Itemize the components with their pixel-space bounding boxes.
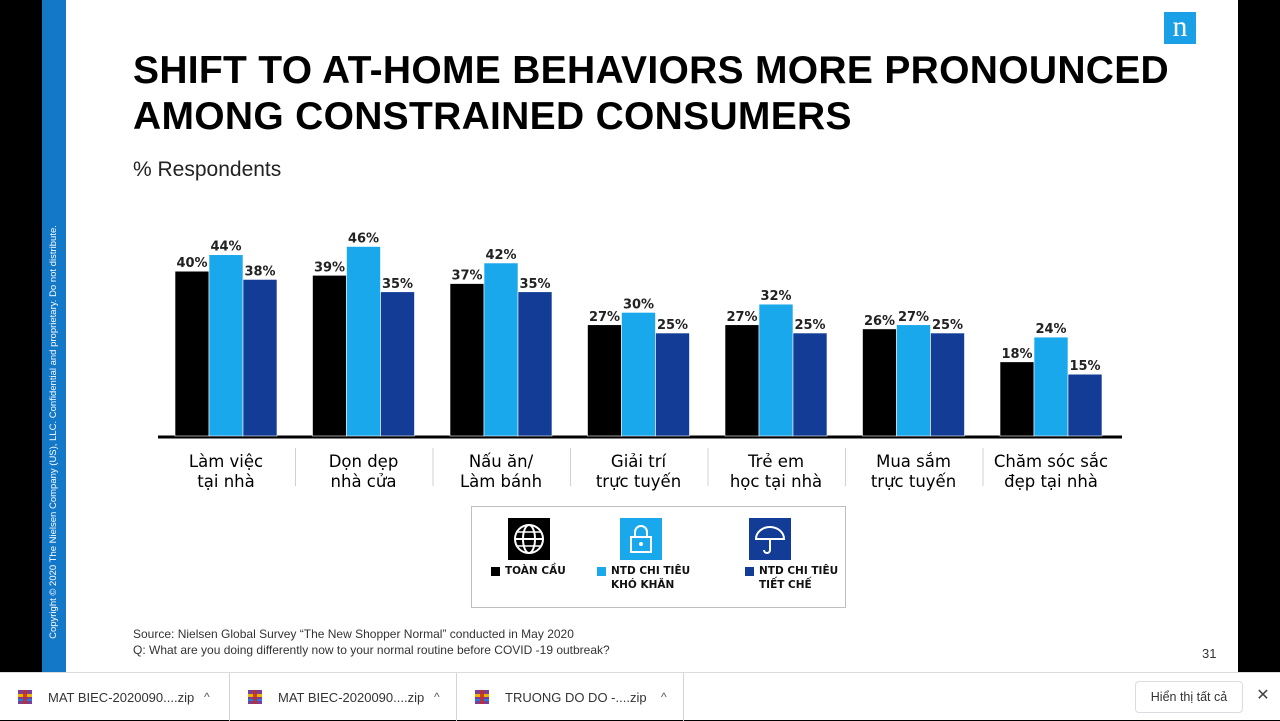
question-line: Q: What are you doing differently now to…: [133, 643, 610, 657]
chart-subtitle: % Respondents: [133, 158, 282, 181]
chart-legend: TOÀN CẦU NTD CHI TIÊU KHÓ KHĂN NTD CHI T…: [471, 506, 846, 608]
data-label: 40%: [176, 256, 207, 271]
download-filename: TRUONG DO DO -....zip: [505, 689, 647, 705]
data-label: 27%: [589, 310, 620, 325]
show-all-button[interactable]: Hiển thị tất cả: [1135, 681, 1243, 713]
bar: [346, 246, 381, 437]
page-number: 31: [1202, 646, 1217, 661]
data-label: 24%: [1035, 322, 1066, 337]
bar: [896, 324, 931, 437]
data-label: 35%: [382, 277, 413, 292]
slide-side-band: Copyright © 2020 The Nielsen Company (US…: [42, 0, 66, 672]
legend-label-constrained: NTD CHI TIÊU KHÓ KHĂN: [611, 565, 691, 591]
globe-icon: [508, 518, 550, 560]
bar: [242, 279, 278, 437]
legend-label-global: TOÀN CẦU: [505, 565, 566, 577]
legend-swatch-global: [491, 567, 500, 576]
data-label: 15%: [1069, 359, 1100, 374]
category-label: Làm việc tại nhà: [188, 452, 264, 491]
slide-title: SHIFT TO AT-HOME BEHAVIORS MORE PRONOUNC…: [133, 48, 1213, 140]
download-item[interactable]: MAT BIEC-2020090....zip ^: [0, 673, 230, 721]
chevron-up-icon[interactable]: ^: [661, 690, 667, 704]
download-item[interactable]: TRUONG DO DO -....zip ^: [457, 673, 684, 721]
bar: [312, 275, 347, 437]
chevron-up-icon[interactable]: ^: [434, 690, 440, 704]
data-label: 27%: [726, 310, 757, 325]
data-label: 39%: [314, 260, 345, 275]
lock-icon: [620, 518, 662, 560]
category-label: Chăm sóc sắc đẹp tại nhà: [993, 452, 1109, 491]
close-icon[interactable]: ✕: [1256, 687, 1270, 704]
bar: [1033, 336, 1069, 437]
data-label: 25%: [932, 318, 963, 333]
data-label: 27%: [898, 310, 929, 325]
data-label: 46%: [348, 231, 379, 246]
download-filename: MAT BIEC-2020090....zip: [278, 689, 425, 705]
data-label: 35%: [519, 277, 550, 292]
bar: [208, 254, 244, 437]
data-label: 25%: [794, 318, 825, 333]
bar: [380, 291, 415, 437]
bar: [1067, 373, 1103, 437]
category-label: Nấu ăn/Làm bánh: [459, 452, 543, 491]
data-label: 30%: [623, 297, 654, 312]
legend-swatch-restrained: [745, 567, 754, 576]
bar: [174, 270, 210, 437]
category-label: Trẻ em học tại nhà: [729, 452, 823, 491]
legend-swatch-constrained: [597, 567, 606, 576]
bar: [999, 361, 1035, 437]
bar: [621, 312, 656, 437]
data-label: 18%: [1001, 347, 1032, 362]
data-label: 38%: [244, 264, 275, 279]
bar: [449, 283, 485, 437]
nielsen-logo: n: [1164, 12, 1196, 44]
bar: [724, 324, 760, 437]
bar: [758, 303, 794, 437]
zip-archive-icon: [18, 690, 32, 704]
data-label: 37%: [451, 269, 482, 284]
download-bar: MAT BIEC-2020090....zip ^ MAT BIEC-20200…: [0, 672, 1280, 721]
source-note: Source: Nielsen Global Survey “The New S…: [133, 626, 610, 658]
category-label: Giải trí trực tuyến: [595, 452, 682, 491]
chevron-up-icon[interactable]: ^: [204, 690, 210, 704]
data-label: 42%: [485, 248, 516, 263]
bar: [862, 328, 897, 437]
legend-label-restrained: NTD CHI TIÊU TIẾT CHẾ: [759, 565, 839, 591]
download-filename: MAT BIEC-2020090....zip: [48, 689, 195, 705]
zip-archive-icon: [248, 690, 262, 704]
data-label: 32%: [760, 289, 791, 304]
download-item[interactable]: MAT BIEC-2020090....zip ^: [230, 673, 457, 721]
source-line: Source: Nielsen Global Survey “The New S…: [133, 627, 574, 641]
bar: [792, 332, 828, 437]
bar: [587, 324, 622, 437]
category-label: Dọn dẹp nhà cửa: [328, 452, 399, 491]
bar-chart: 40%44%38% 39%46%35%37%42%35%27%30%25%27%3…: [158, 231, 1122, 486]
data-label: 26%: [864, 314, 895, 329]
data-label: 44%: [210, 240, 241, 255]
category-label: Mua sắm trực tuyến: [870, 452, 957, 491]
bar: [930, 332, 965, 437]
bar: [655, 332, 690, 437]
slide-title-line-1: SHIFT TO AT-HOME BEHAVIORS MORE PRONOUNC…: [133, 49, 1170, 92]
umbrella-icon: [749, 518, 791, 560]
bar: [483, 262, 519, 437]
data-label: 25%: [657, 318, 688, 333]
zip-archive-icon: [475, 690, 489, 704]
bar: [517, 291, 553, 437]
slide-title-line-2: AMONG CONSTRAINED CONSUMERS: [133, 95, 852, 138]
presentation-slide: Copyright © 2020 The Nielsen Company (US…: [42, 0, 1238, 672]
